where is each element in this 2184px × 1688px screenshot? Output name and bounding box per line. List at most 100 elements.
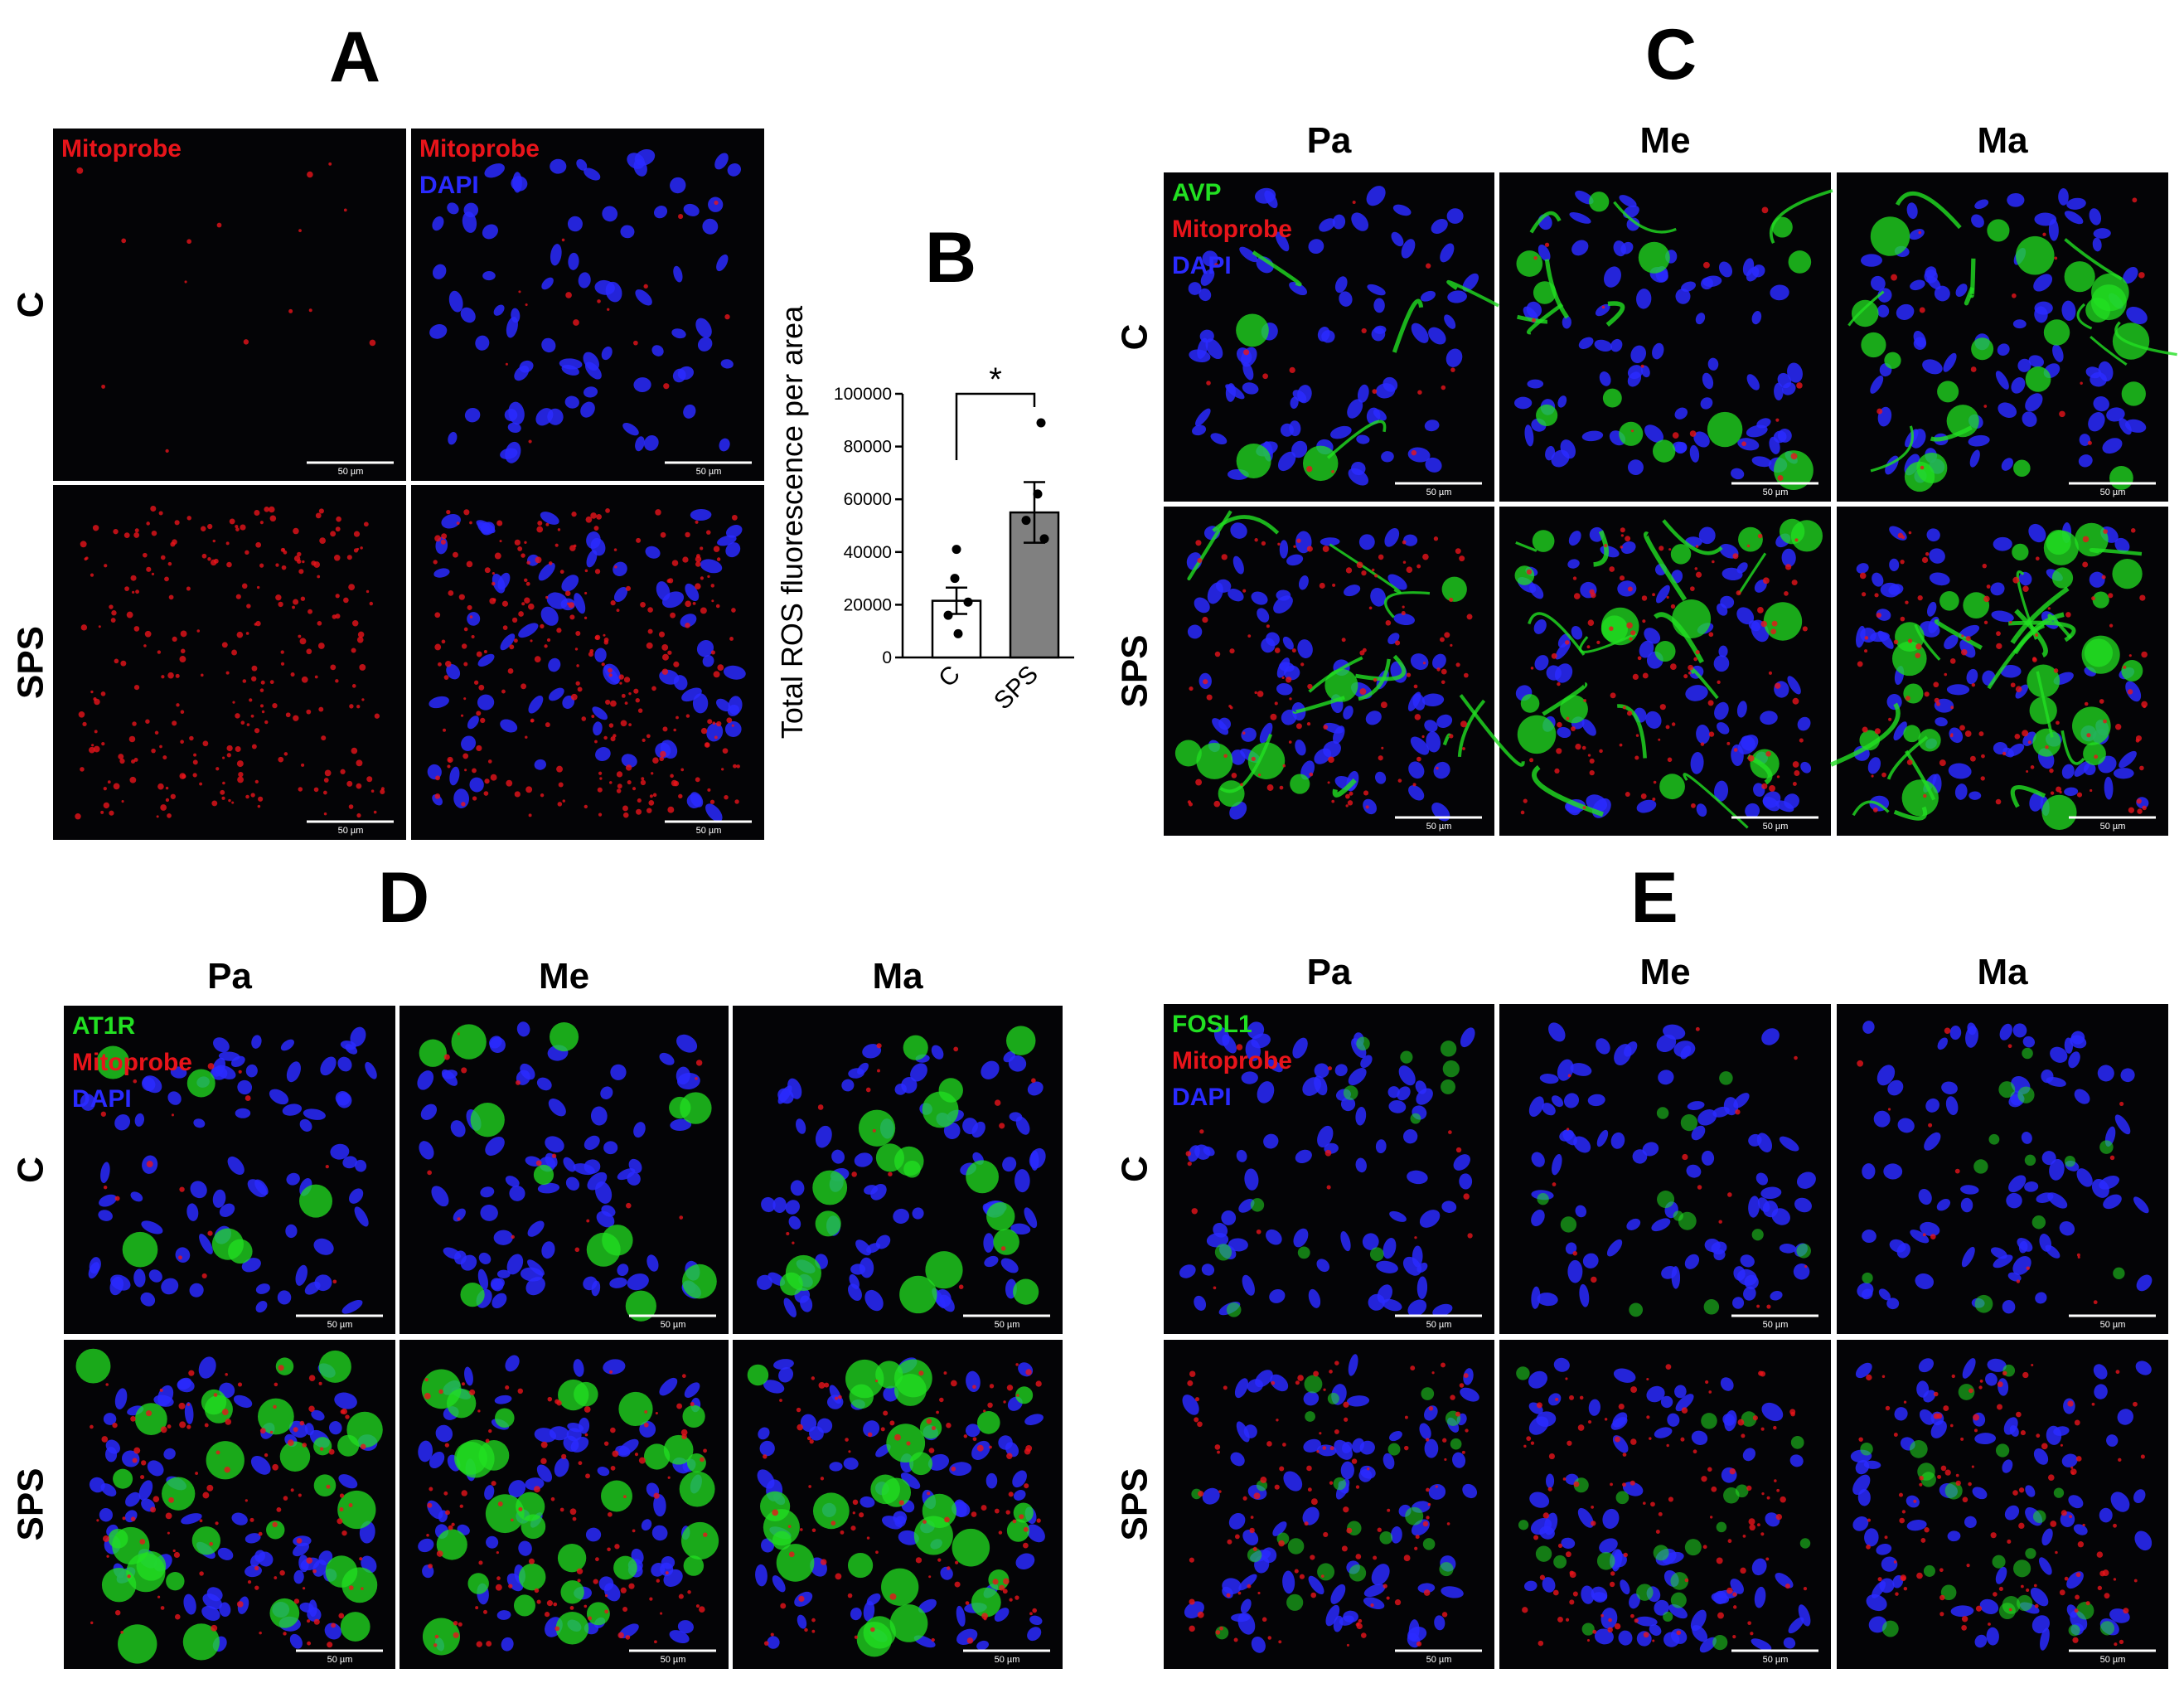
mito-signal: [478, 1560, 483, 1565]
mito-signal: [340, 769, 346, 774]
mito-signal: [955, 1560, 959, 1564]
mito-signal: [1614, 1436, 1620, 1443]
mito-signal: [106, 1555, 109, 1558]
mito-signal: [1195, 540, 1202, 546]
labeled-cell: [228, 1239, 253, 1264]
mito-signal: [603, 1441, 609, 1446]
nucleus: [1852, 1516, 1869, 1531]
nucleus: [790, 1180, 805, 1196]
nucleus: [683, 203, 700, 216]
mito-signal: [875, 1550, 879, 1555]
nucleus: [1206, 1232, 1229, 1248]
mito-signal: [1378, 755, 1383, 761]
mito-signal: [278, 1365, 284, 1371]
mito-signal: [98, 625, 101, 628]
nucleus: [994, 1608, 1010, 1622]
nucleus: [717, 535, 737, 546]
mito-signal: [264, 1453, 269, 1458]
mito-signal: [1971, 682, 1976, 687]
mito-signal: [281, 565, 287, 570]
nucleus: [670, 177, 686, 194]
mito-signal: [1903, 1400, 1907, 1404]
mito-signal: [772, 1509, 779, 1516]
mito-signal: [637, 798, 642, 803]
mito-signal: [2141, 651, 2148, 658]
nucleus: [1266, 1229, 1282, 1245]
mito-signal: [660, 1612, 663, 1615]
mito-signal: [2010, 682, 2016, 688]
mito-signal: [225, 1373, 228, 1376]
mito-signal: [1996, 631, 2001, 637]
nucleus: [870, 1183, 887, 1201]
nucleus: [1926, 528, 1940, 542]
nucleus: [1636, 799, 1657, 813]
nucleus: [1530, 1517, 1552, 1535]
stain-legend: FOSL1: [1172, 1011, 1252, 1038]
labeled-cell: [1891, 641, 1927, 677]
nucleus: [613, 561, 627, 577]
labeled-cell: [2016, 1594, 2033, 1612]
mito-signal: [1288, 740, 1292, 744]
mito-signal: [1930, 1234, 1936, 1239]
mito-signal: [1708, 1390, 1712, 1394]
mito-signal: [2123, 665, 2127, 669]
labeled-cell: [2075, 522, 2109, 557]
labeled-cell: [1305, 1411, 1315, 1422]
mito-signal: [2055, 1550, 2058, 1555]
labeled-cell: [1656, 1107, 1669, 1119]
mito-signal: [1300, 662, 1305, 667]
mito-signal: [1672, 432, 1679, 439]
labeled-cell: [1349, 1564, 1367, 1582]
nucleus: [1855, 1459, 1870, 1475]
mito-signal: [811, 1618, 816, 1623]
mito-signal: [1610, 692, 1616, 699]
data-point: [1036, 418, 1046, 428]
mito-signal: [559, 570, 564, 575]
nucleus: [1529, 1492, 1550, 1508]
nucleus: [1347, 399, 1363, 419]
mito-signal: [1233, 1637, 1238, 1642]
mito-signal: [151, 748, 156, 754]
labeled-cell: [2025, 366, 2051, 392]
mito-signal: [1346, 1527, 1353, 1534]
labeled-cell: [1940, 1584, 1957, 1601]
nucleus: [1889, 558, 1900, 571]
mito-signal: [440, 539, 446, 545]
labeled-cell: [1716, 1521, 1727, 1533]
mito-signal: [246, 604, 251, 609]
labeled-cell: [206, 1441, 245, 1480]
mito-signal: [1622, 1453, 1627, 1457]
mito-signal: [113, 528, 119, 535]
labeled-cell: [1974, 1294, 1993, 1313]
nucleus: [2053, 1426, 2070, 1436]
mito-signal: [1206, 381, 1211, 386]
labeled-cell: [1652, 439, 1676, 463]
fiber: [1544, 259, 1570, 319]
mito-signal: [1331, 799, 1335, 803]
nucleus: [2022, 1036, 2035, 1048]
mito-signal: [626, 1202, 632, 1209]
mito-signal: [1412, 783, 1416, 787]
mito-signal: [889, 1593, 897, 1600]
labeled-cell: [1884, 352, 1901, 369]
mito-signal: [298, 229, 302, 233]
nucleus: [540, 512, 559, 525]
mito-signal: [303, 1587, 306, 1590]
nucleus: [1192, 424, 1207, 436]
nucleus: [1670, 1628, 1688, 1644]
nucleus: [1974, 199, 1989, 210]
mito-signal: [1529, 758, 1534, 763]
nucleus: [247, 1179, 267, 1198]
nucleus: [1731, 468, 1745, 480]
data-point: [953, 628, 963, 638]
mito-signal: [150, 1506, 157, 1513]
nucleus: [1560, 439, 1576, 459]
nucleus: [289, 1633, 303, 1649]
mito-signal: [906, 1441, 911, 1446]
mito-signal: [1289, 366, 1295, 374]
mito-signal: [1924, 691, 1930, 697]
labeled-cell: [1904, 461, 1935, 492]
mito-signal: [1684, 1578, 1689, 1583]
mito-signal: [245, 1095, 251, 1101]
